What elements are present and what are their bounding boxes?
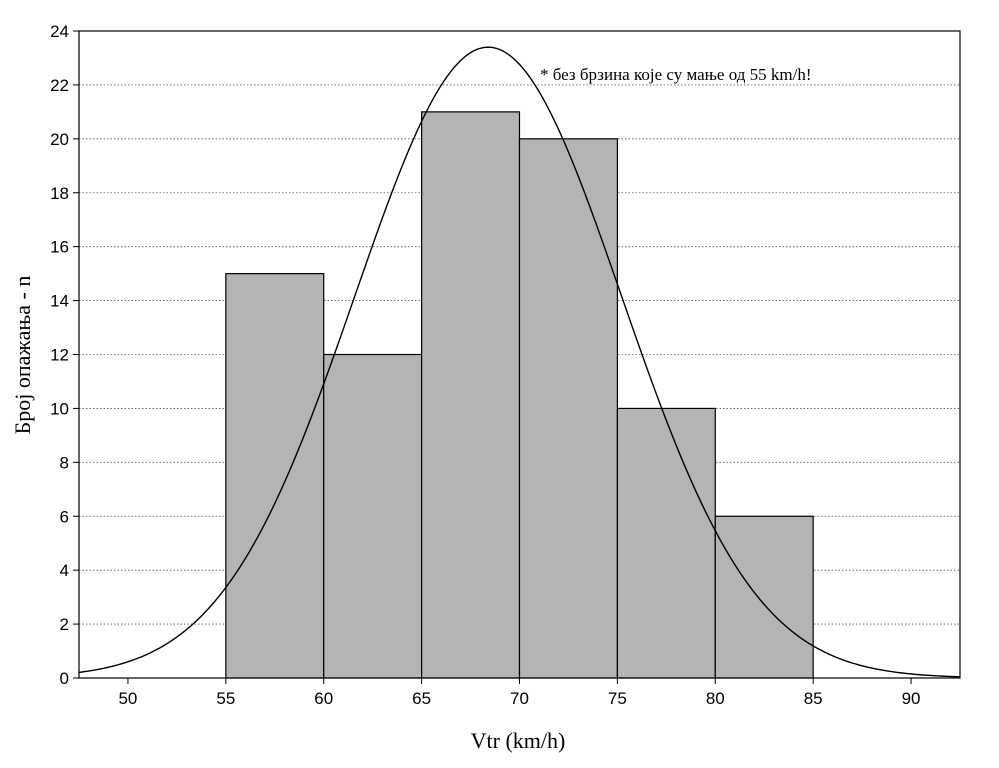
x-tick-label-80: 80 [706, 689, 725, 708]
axis-ticks [73, 30, 912, 684]
bar-70-75 [518, 138, 618, 679]
y-tick-label-24: 24 [50, 22, 69, 41]
bar-60-65 [323, 353, 423, 679]
x-axis-title: Vtr (km/h) [471, 728, 566, 753]
x-tick-label-90: 90 [902, 689, 921, 708]
x-tick-label-60: 60 [314, 689, 333, 708]
bar-65-70 [421, 111, 521, 679]
y-tick-label-22: 22 [50, 76, 69, 95]
y-tick-label-10: 10 [50, 399, 69, 418]
y-tick-label-18: 18 [50, 184, 69, 203]
bar-55-60 [225, 273, 325, 679]
y-tick-label-20: 20 [50, 130, 69, 149]
x-tick-label-75: 75 [608, 689, 627, 708]
y-axis-title: Број опажања - n [10, 276, 35, 435]
y-tick-label-4: 4 [60, 561, 69, 580]
y-tick-label-14: 14 [50, 292, 69, 311]
y-tick-label-16: 16 [50, 238, 69, 257]
histogram-bars [225, 111, 814, 679]
normal-fit-curve [78, 46, 961, 678]
y-tick-label-2: 2 [60, 615, 69, 634]
y-tick-label-8: 8 [60, 453, 69, 472]
x-tick-label-50: 50 [118, 689, 137, 708]
bar-80-85 [714, 515, 814, 679]
x-tick-labels: 50 55 60 65 70 75 80 85 90 [118, 689, 920, 708]
y-tick-label-0: 0 [60, 669, 69, 688]
y-tick-label-6: 6 [60, 507, 69, 526]
y-tick-label-12: 12 [50, 346, 69, 365]
chart-annotation: * без брзина које су мање од 55 km/h! [540, 65, 812, 84]
x-tick-label-65: 65 [412, 689, 431, 708]
bar-75-80 [616, 407, 716, 679]
x-tick-label-55: 55 [216, 689, 235, 708]
x-tick-label-85: 85 [804, 689, 823, 708]
x-tick-label-70: 70 [510, 689, 529, 708]
